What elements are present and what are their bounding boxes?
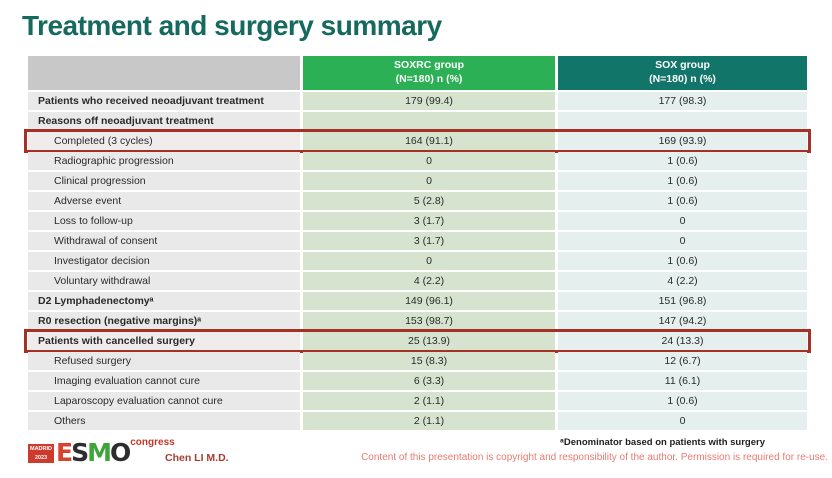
table-row: Clinical progression 0 1 (0.6) [28,172,807,190]
header-sox-group: SOX group (N=180) n (%) [558,56,807,90]
table-row: Imaging evaluation cannot cure 6 (3.3) 1… [28,372,807,390]
row-label: Others [28,412,300,430]
table-row: Laparoscopy evaluation cannot cure 2 (1.… [28,392,807,410]
soxrc-value: 153 (98.7) [303,312,555,330]
table-row: R0 resection (negative margins)ᵃ 153 (98… [28,312,807,330]
soxrc-value: 3 (1.7) [303,232,555,250]
sox-value: 1 (0.6) [558,392,807,410]
soxrc-value: 0 [303,252,555,270]
sox-value: 12 (6.7) [558,352,807,370]
soxrc-value: 2 (1.1) [303,392,555,410]
sox-value: 24 (13.3) [558,332,807,350]
table-row: Withdrawal of consent 3 (1.7) 0 [28,232,807,250]
soxrc-value: 149 (96.1) [303,292,555,310]
author-name: Chen LI M.D. [165,452,229,464]
row-label: Laparoscopy evaluation cannot cure [28,392,300,410]
soxrc-value: 3 (1.7) [303,212,555,230]
row-label: Patients who received neoadjuvant treatm… [28,92,300,110]
header-soxrc-group: SOXRC group (N=180) n (%) [303,56,555,90]
esmo-congress-logo: MADRID 2023 ESMO congress [28,437,175,465]
soxrc-value: 164 (91.1) [303,132,555,150]
table-row: D2 Lymphadenectomyᵃ 149 (96.1) 151 (96.8… [28,292,807,310]
row-label: Clinical progression [28,172,300,190]
sox-value: 4 (2.2) [558,272,807,290]
table-row: Refused surgery 15 (8.3) 12 (6.7) [28,352,807,370]
congress-label: congress [130,437,175,448]
soxrc-group-name: SOXRC group [394,59,464,72]
table-row: Investigator decision 0 1 (0.6) [28,252,807,270]
row-label: Reasons off neoadjuvant treatment [28,112,300,130]
table-header: SOXRC group (N=180) n (%) SOX group (N=1… [28,56,807,90]
sox-value: 1 (0.6) [558,192,807,210]
soxrc-group-n: (N=180) n (%) [395,73,463,85]
footnote: ᵃDenominator based on patients with surg… [560,437,765,448]
soxrc-value: 2 (1.1) [303,412,555,430]
sox-value [558,112,807,130]
row-label: Patients with cancelled surgery [28,332,300,350]
sox-value: 0 [558,212,807,230]
row-label: Withdrawal of consent [28,232,300,250]
slide-title: Treatment and surgery summary [22,10,442,41]
table-row: Completed (3 cycles) 164 (91.1) 169 (93.… [24,129,811,153]
year-label: 2023 [34,454,48,461]
sox-value: 0 [558,232,807,250]
table-row: Patients who received neoadjuvant treatm… [28,92,807,110]
row-label: Refused surgery [28,352,300,370]
soxrc-value [303,112,555,130]
sox-value: 1 (0.6) [558,252,807,270]
soxrc-value: 6 (3.3) [303,372,555,390]
soxrc-value: 4 (2.2) [303,272,555,290]
summary-table: SOXRC group (N=180) n (%) SOX group (N=1… [24,56,811,432]
row-label: Adverse event [28,192,300,210]
esmo-logo-text: ESMO [56,438,131,467]
table-row: Reasons off neoadjuvant treatment [28,112,807,130]
table-row: Adverse event 5 (2.8) 1 (0.6) [28,192,807,210]
soxrc-value: 15 (8.3) [303,352,555,370]
table-body: Patients who received neoadjuvant treatm… [24,92,811,430]
soxrc-value: 5 (2.8) [303,192,555,210]
copyright-notice: Content of this presentation is copyrigh… [361,452,828,463]
sox-group-n: (N=180) n (%) [649,73,716,85]
row-label: R0 resection (negative margins)ᵃ [28,312,300,330]
row-label: Voluntary withdrawal [28,272,300,290]
soxrc-value: 0 [303,172,555,190]
row-label: Radiographic progression [28,152,300,170]
sox-value: 1 (0.6) [558,152,807,170]
soxrc-value: 25 (13.9) [303,332,555,350]
madrid-label: MADRID [30,446,52,453]
sox-group-name: SOX group [655,59,710,72]
soxrc-value: 179 (99.4) [303,92,555,110]
header-label-column [28,56,300,90]
table-row: Loss to follow-up 3 (1.7) 0 [28,212,807,230]
soxrc-value: 0 [303,152,555,170]
sox-value: 1 (0.6) [558,172,807,190]
sox-value: 147 (94.2) [558,312,807,330]
row-label: Investigator decision [28,252,300,270]
row-label: Loss to follow-up [28,212,300,230]
sox-value: 169 (93.9) [558,132,807,150]
row-label: Completed (3 cycles) [28,132,300,150]
sox-value: 11 (6.1) [558,372,807,390]
table-row: Patients with cancelled surgery 25 (13.9… [24,329,811,353]
sox-value: 177 (98.3) [558,92,807,110]
sox-value: 151 (96.8) [558,292,807,310]
table-row: Others 2 (1.1) 0 [28,412,807,430]
sox-value: 0 [558,412,807,430]
table-row: Voluntary withdrawal 4 (2.2) 4 (2.2) [28,272,807,290]
table-row: Radiographic progression 0 1 (0.6) [28,152,807,170]
row-label: Imaging evaluation cannot cure [28,372,300,390]
row-label: D2 Lymphadenectomyᵃ [28,292,300,310]
madrid-2023-badge: MADRID 2023 [28,444,54,463]
